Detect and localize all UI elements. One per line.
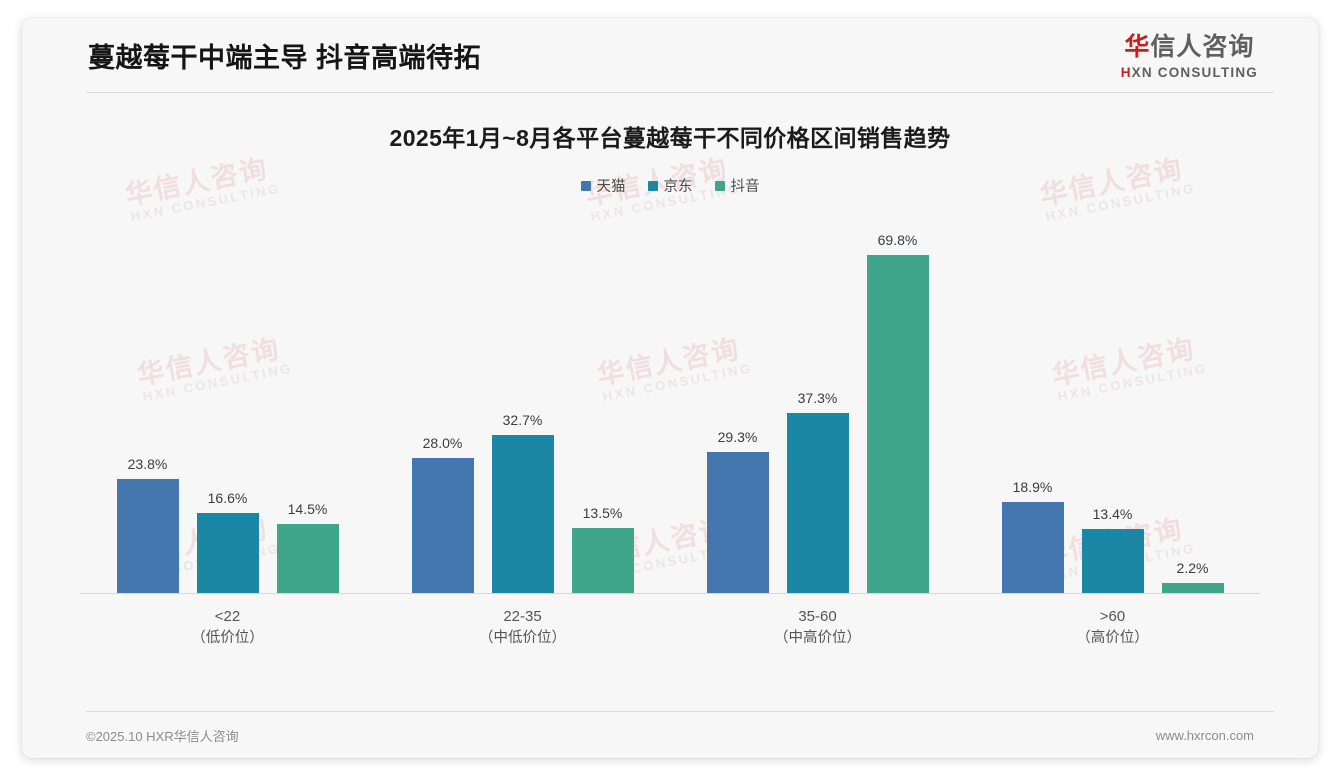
chart-title: 2025年1月~8月各平台蔓越莓干不同价格区间销售趋势 <box>389 125 951 151</box>
bar-value-label: 13.5% <box>582 505 623 522</box>
bar-value-label: 2.2% <box>1176 560 1209 577</box>
bar-slot: 13.4% <box>1081 204 1144 594</box>
footer-row: ©2025.10 HXR华信人咨询 www.hxrcon.com <box>86 712 1274 758</box>
bar-slot: 28.0% <box>411 204 474 594</box>
chart-legend: 天猫 京东 抖音 <box>22 175 1318 196</box>
x-axis-category-range: <22 <box>214 608 241 625</box>
legend-swatch-icon <box>647 180 658 191</box>
bar-slot: 2.2% <box>1161 204 1224 594</box>
bar-group: 18.9% 13.4% 2.2% <box>965 204 1260 594</box>
bar-slot: 37.3% <box>786 204 849 594</box>
bar[interactable] <box>196 513 259 594</box>
bar-value-label: 37.3% <box>797 389 838 406</box>
bar-groups: 23.8% 16.6% 14.5% 28.0% 32.7% 13.5% 29.3% 37.3%… <box>80 204 1260 594</box>
bar[interactable] <box>116 478 179 594</box>
legend-label: 抖音 <box>730 179 760 195</box>
bar[interactable] <box>1001 502 1064 594</box>
x-axis-category-range: >60 <box>1099 608 1126 625</box>
legend-label: 京东 <box>663 179 693 195</box>
bar-value-label: 18.9% <box>1012 479 1053 496</box>
bar[interactable] <box>411 458 474 594</box>
bar-slot: 29.3% <box>706 204 769 594</box>
bar[interactable] <box>706 451 769 594</box>
bar[interactable] <box>571 528 634 594</box>
bar[interactable] <box>276 523 339 594</box>
footer-divider <box>86 711 1274 712</box>
x-axis-labels: <22 （低价位） 22-35 （中低价位） 35-60 （中高价位） >60 （高价位） <box>80 594 1260 649</box>
bar[interactable] <box>1081 528 1144 594</box>
bar-group: 28.0% 32.7% 13.5% <box>375 204 670 594</box>
slide-header: 蔓越莓干中端主导 抖音高端待拓 华信人咨询 HXN CONSULTING <box>22 18 1318 92</box>
x-axis-category: <22 （低价位） <box>80 606 375 649</box>
bar-value-label: 13.4% <box>1092 505 1133 522</box>
x-axis-category: 35-60 （中高价位） <box>670 606 965 649</box>
x-axis-category-sublabel: （中低价位） <box>479 629 566 646</box>
legend-swatch-icon <box>714 180 725 191</box>
chart-plot-area: 23.8% 16.6% 14.5% 28.0% 32.7% 13.5% 29.3% 37.3%… <box>80 204 1260 594</box>
footer-copyright: ©2025.10 HXR华信人咨询 <box>86 728 239 744</box>
legend-swatch-icon <box>580 180 591 191</box>
x-axis-line <box>80 593 1260 594</box>
chart-container: 2025年1月~8月各平台蔓越莓干不同价格区间销售趋势 天猫 京东 抖音 23.8%… <box>22 119 1318 649</box>
bar-value-label: 16.6% <box>207 490 248 507</box>
bar[interactable] <box>1161 583 1224 594</box>
bar-value-label: 23.8% <box>127 455 168 472</box>
bar-slot: 14.5% <box>276 204 339 594</box>
bar-group: 29.3% 37.3% 69.8% <box>670 204 965 594</box>
x-axis-category: 22-35 （中低价位） <box>375 606 670 649</box>
x-axis-category-sublabel: （中高价位） <box>774 629 861 646</box>
bar-slot: 16.6% <box>196 204 259 594</box>
slide-card: 华信人咨询 HXN CONSULTING 华信人咨询 HXN CONSULTING华信… <box>22 18 1318 758</box>
brand-logo-en-rest: XN CONSULTING <box>1131 64 1258 80</box>
bar-group: 23.8% 16.6% 14.5% <box>80 204 375 594</box>
x-axis-category-sublabel: （高价位） <box>1076 629 1149 646</box>
brand-logo-cn-red: 华 <box>1124 32 1151 61</box>
bar-value-label: 69.8% <box>877 232 918 249</box>
brand-logo-cn: 华信人咨询 <box>1121 32 1258 61</box>
header-divider <box>86 92 1274 93</box>
bar-value-label: 29.3% <box>717 428 758 445</box>
page-title: 蔓越莓干中端主导 抖音高端待拓 <box>88 42 482 73</box>
bar[interactable] <box>491 435 554 594</box>
bar-slot: 32.7% <box>491 204 554 594</box>
brand-logo-en-red: H <box>1120 64 1132 80</box>
x-axis-category-range: 35-60 <box>798 608 837 625</box>
legend-item[interactable]: 天猫 <box>580 175 626 196</box>
bar-slot: 13.5% <box>571 204 634 594</box>
brand-logo-en: HXN CONSULTING <box>1121 66 1258 80</box>
bar-value-label: 32.7% <box>502 412 543 429</box>
bar[interactable] <box>786 412 849 594</box>
x-axis-category-sublabel: （低价位） <box>191 629 264 646</box>
slide-footer: ©2025.10 HXR华信人咨询 www.hxrcon.com <box>22 711 1318 758</box>
bar[interactable] <box>866 255 929 594</box>
bar-slot: 69.8% <box>866 204 929 594</box>
x-axis-category-range: 22-35 <box>503 608 542 625</box>
legend-item[interactable]: 抖音 <box>714 175 760 196</box>
bar-slot: 23.8% <box>116 204 179 594</box>
legend-label: 天猫 <box>596 179 626 195</box>
bar-value-label: 14.5% <box>287 500 328 517</box>
brand-logo: 华信人咨询 HXN CONSULTING <box>1121 31 1258 80</box>
x-axis-category: >60 （高价位） <box>965 606 1260 649</box>
brand-logo-cn-rest: 信人咨询 <box>1150 32 1255 61</box>
legend-item[interactable]: 京东 <box>647 175 693 196</box>
footer-website: www.hxrcon.com <box>1155 727 1254 743</box>
bar-slot: 18.9% <box>1001 204 1064 594</box>
bar-value-label: 28.0% <box>422 435 463 452</box>
